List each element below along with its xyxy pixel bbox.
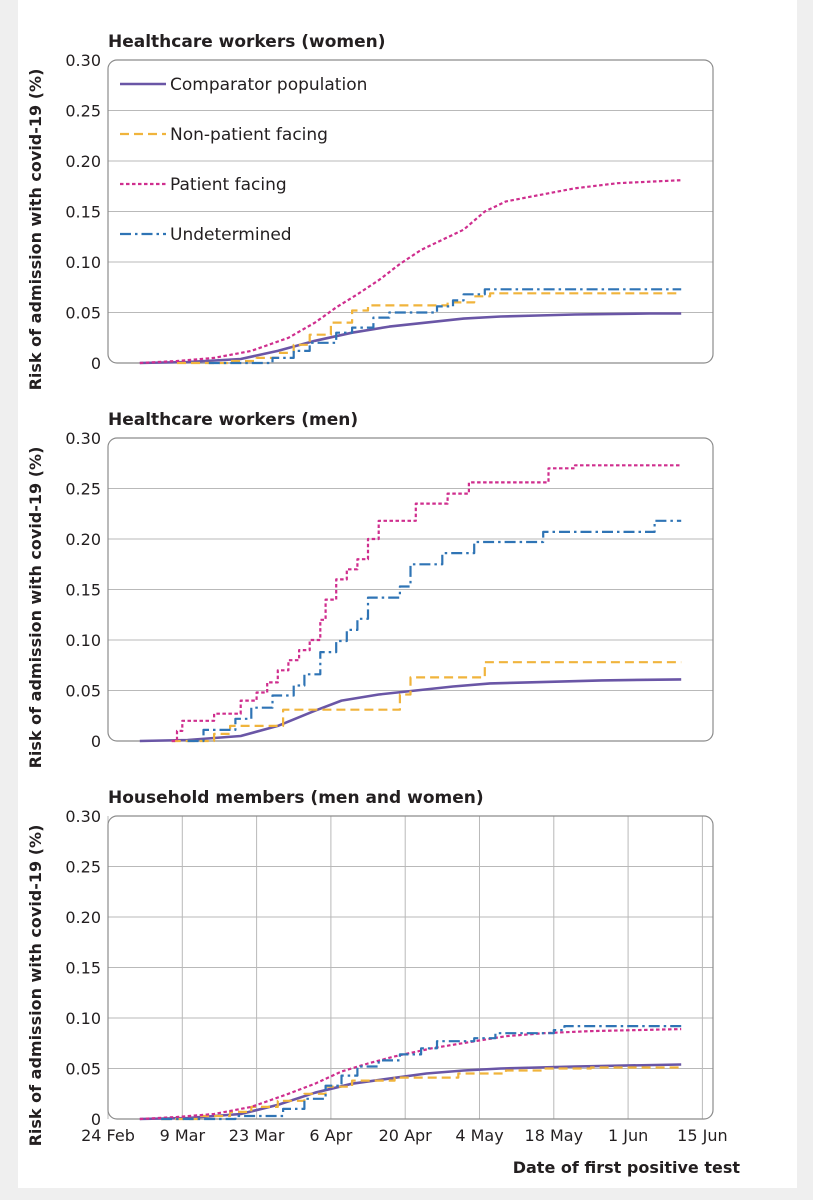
panel-title: Healthcare workers (women)	[108, 32, 386, 52]
y-tick-label: 0.25	[65, 480, 101, 499]
series-line-non_patient	[171, 661, 682, 743]
y-tick-label: 0.10	[65, 1009, 101, 1028]
x-tick-label: 6 Apr	[309, 1126, 352, 1145]
x-axis-label: Date of first positive test	[513, 1158, 741, 1177]
y-tick-label: 0.20	[65, 530, 101, 549]
series-line-undetermined	[208, 288, 682, 365]
legend-label: Patient facing	[170, 175, 287, 195]
x-tick-label: 24 Feb	[81, 1126, 135, 1145]
y-tick-label: 0.30	[65, 429, 101, 448]
x-tick-label: 23 Mar	[229, 1126, 285, 1145]
x-tick-label: 4 May	[455, 1126, 503, 1145]
series-line-patient	[139, 179, 682, 365]
y-tick-label: 0.05	[65, 1060, 101, 1079]
plot-frame	[107, 815, 714, 1120]
series-line-non_patient	[177, 292, 682, 365]
panel-1: Healthcare workers (women) 0 0.05 0.10 0.15 0…	[26, 32, 714, 391]
panel-2: Healthcare workers (men) 0 0.05 0.10 0.15 0.2…	[26, 410, 714, 769]
y-tick-label: 0.15	[65, 203, 101, 222]
y-tick-label: 0	[91, 732, 101, 751]
plot-frame	[107, 437, 714, 742]
y-tick-label: 0	[91, 1110, 101, 1129]
x-tick-label: 1 Jun	[608, 1126, 648, 1145]
series-line-comparator	[139, 1063, 682, 1121]
y-tick-label: 0.25	[65, 858, 101, 877]
figure-card: Healthcare workers (women) 0 0.05 0.10 0.15 0…	[18, 0, 797, 1188]
legend-label: Comparator population	[170, 75, 367, 95]
y-tick-label: 0.10	[65, 253, 101, 272]
y-axis-label: Risk of admission with covid-19 (%)	[26, 69, 45, 391]
series-line-patient	[171, 464, 682, 743]
x-tick-label: 18 May	[525, 1126, 584, 1145]
y-tick-label: 0.10	[65, 631, 101, 650]
y-axis-label: Risk of admission with covid-19 (%)	[26, 825, 45, 1147]
y-tick-label: 0	[91, 354, 101, 373]
x-tick-label: 15 Jun	[677, 1126, 727, 1145]
legend-label: Undetermined	[170, 225, 292, 245]
y-tick-label: 0.05	[65, 682, 101, 701]
series-line-non_patient	[161, 1066, 682, 1121]
series-line-patient	[139, 1028, 682, 1121]
y-axis-label: Risk of admission with covid-19 (%)	[26, 447, 45, 769]
series-line-comparator	[139, 678, 682, 743]
x-tick-label: 20 Apr	[379, 1126, 433, 1145]
series-line-undetermined	[187, 519, 682, 743]
series-line-undetermined	[161, 1025, 682, 1121]
y-tick-label: 0.30	[65, 51, 101, 70]
y-tick-label: 0.25	[65, 102, 101, 121]
panel-title: Healthcare workers (men)	[108, 410, 358, 430]
figure-svg: Healthcare workers (women) 0 0.05 0.10 0.15 0…	[26, 32, 740, 1177]
plot-frame	[107, 59, 714, 364]
panel-3: Household members (men and women) 0 0.05 0.…	[26, 788, 740, 1177]
y-tick-label: 0.05	[65, 304, 101, 323]
series-line-comparator	[139, 312, 682, 365]
panel-title: Household members (men and women)	[108, 788, 484, 808]
x-tick-label: 9 Mar	[160, 1126, 206, 1145]
y-tick-label: 0.20	[65, 908, 101, 927]
legend: Comparator population Non-patient facing P…	[120, 75, 367, 245]
y-tick-label: 0.20	[65, 152, 101, 171]
legend-label: Non-patient facing	[170, 125, 328, 145]
y-tick-label: 0.30	[65, 807, 101, 826]
y-tick-label: 0.15	[65, 959, 101, 978]
y-tick-label: 0.15	[65, 581, 101, 600]
